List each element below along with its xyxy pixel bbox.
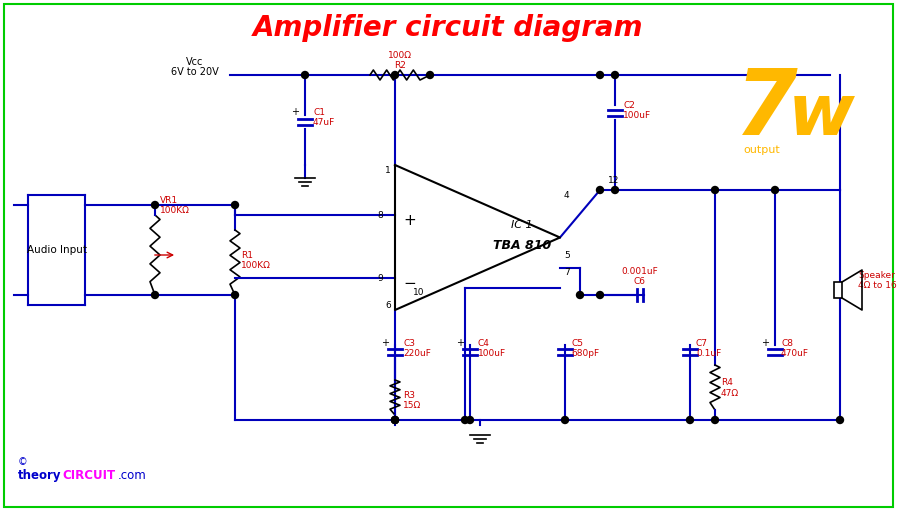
Text: C5: C5 — [571, 338, 583, 347]
Text: +: + — [381, 338, 389, 348]
Circle shape — [152, 201, 159, 208]
Circle shape — [152, 291, 159, 298]
Circle shape — [466, 416, 474, 424]
Text: 100uF: 100uF — [623, 110, 651, 120]
Text: 4Ω to 16Ω: 4Ω to 16Ω — [858, 281, 897, 290]
Circle shape — [231, 291, 239, 298]
Circle shape — [686, 416, 693, 424]
Circle shape — [231, 201, 239, 208]
Circle shape — [391, 416, 398, 424]
Text: C6: C6 — [634, 276, 646, 286]
Circle shape — [391, 416, 398, 424]
Text: C1: C1 — [313, 107, 325, 117]
Bar — [834, 282, 842, 298]
Text: 100Ω: 100Ω — [388, 51, 412, 59]
Text: +: + — [403, 213, 415, 227]
Circle shape — [837, 416, 843, 424]
Circle shape — [426, 72, 433, 79]
Text: +: + — [456, 338, 464, 348]
Circle shape — [597, 187, 604, 194]
Circle shape — [711, 187, 718, 194]
Circle shape — [301, 72, 309, 79]
Circle shape — [461, 416, 468, 424]
Circle shape — [562, 416, 569, 424]
Text: output: output — [744, 145, 780, 155]
Text: C2: C2 — [623, 101, 635, 109]
Circle shape — [577, 291, 584, 298]
Text: 9: 9 — [378, 273, 383, 283]
Text: 6: 6 — [385, 300, 391, 310]
Text: 8: 8 — [378, 211, 383, 220]
Text: 680pF: 680pF — [571, 349, 599, 358]
Text: C7: C7 — [696, 338, 708, 347]
Circle shape — [597, 72, 604, 79]
Text: 15Ω: 15Ω — [403, 401, 422, 409]
Circle shape — [711, 416, 718, 424]
Text: IC 1: IC 1 — [511, 220, 533, 230]
Text: 1: 1 — [385, 166, 391, 174]
Text: C3: C3 — [403, 338, 415, 347]
Text: 5: 5 — [564, 250, 570, 260]
Text: R1: R1 — [241, 250, 253, 260]
Text: 100KΩ: 100KΩ — [160, 205, 190, 215]
Text: w: w — [788, 81, 855, 150]
Text: theory: theory — [18, 469, 62, 481]
Circle shape — [612, 187, 619, 194]
Text: +: + — [291, 107, 299, 117]
Text: Amplifier circuit diagram: Amplifier circuit diagram — [253, 14, 644, 42]
Text: 7: 7 — [564, 267, 570, 276]
Circle shape — [597, 291, 604, 298]
Text: ©: © — [18, 457, 28, 467]
Text: CIRCUIT: CIRCUIT — [62, 469, 115, 481]
Text: Speaker: Speaker — [858, 270, 895, 280]
Text: 100KΩ: 100KΩ — [241, 261, 271, 269]
Text: .com: .com — [118, 469, 147, 481]
Text: 7: 7 — [735, 66, 797, 154]
Text: TBA 810: TBA 810 — [493, 239, 552, 251]
Text: +: + — [761, 338, 769, 348]
Text: C8: C8 — [781, 338, 793, 347]
Text: Vcc: Vcc — [187, 57, 204, 67]
Text: R3: R3 — [403, 390, 415, 400]
Circle shape — [612, 72, 619, 79]
Text: 0.001uF: 0.001uF — [622, 267, 658, 275]
Text: C4: C4 — [478, 338, 490, 347]
Text: −: − — [403, 275, 415, 290]
Circle shape — [771, 187, 779, 194]
Text: 100uF: 100uF — [478, 349, 506, 358]
Text: 470uF: 470uF — [781, 349, 809, 358]
Text: 4: 4 — [564, 191, 570, 199]
Text: 10: 10 — [413, 288, 424, 296]
Text: 47Ω: 47Ω — [721, 388, 739, 398]
Text: Audio Input: Audio Input — [27, 245, 87, 255]
Text: 6V to 20V: 6V to 20V — [171, 67, 219, 77]
Text: 47uF: 47uF — [313, 118, 335, 127]
Circle shape — [391, 416, 398, 424]
Circle shape — [391, 72, 398, 79]
Text: 12: 12 — [608, 175, 619, 184]
Text: VR1: VR1 — [160, 196, 179, 204]
Text: 0.1uF: 0.1uF — [696, 349, 721, 358]
Text: R2: R2 — [394, 60, 406, 69]
Text: 220uF: 220uF — [403, 349, 431, 358]
Text: R4: R4 — [721, 378, 733, 386]
